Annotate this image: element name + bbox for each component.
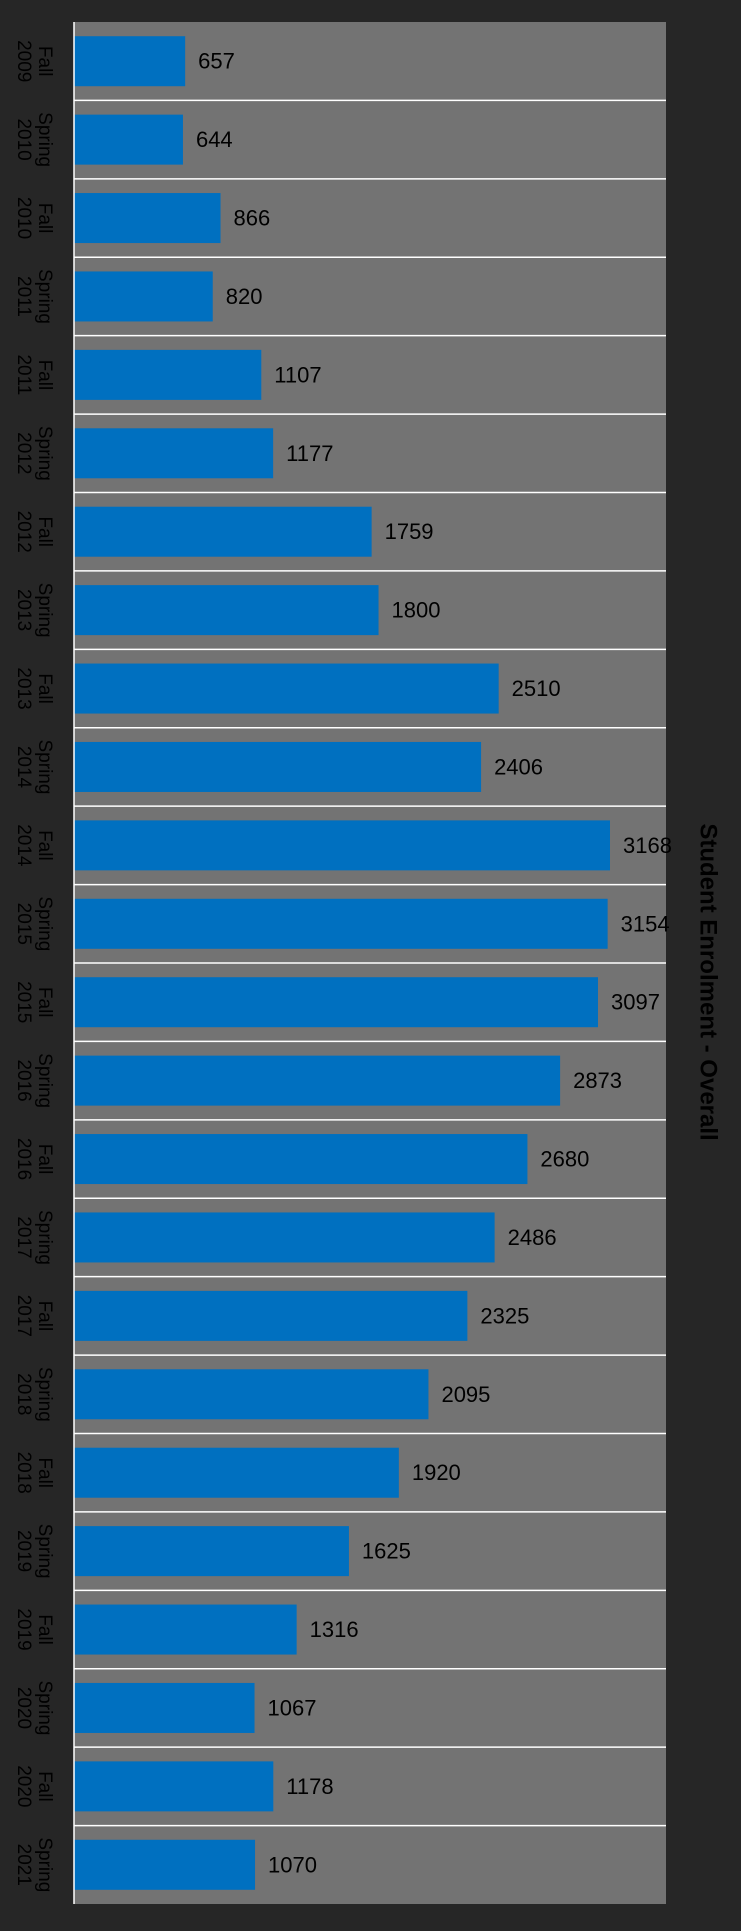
bar [74, 428, 274, 479]
data-label: 1177 [286, 441, 333, 466]
data-label: 2680 [540, 1147, 589, 1172]
bar [74, 820, 610, 871]
data-label: 2325 [480, 1303, 529, 1328]
category-label: Spring2016 [13, 1053, 55, 1108]
category-label: Spring2021 [13, 1837, 55, 1892]
category-label: Spring2019 [13, 1524, 55, 1579]
data-label: 2095 [441, 1382, 490, 1407]
bar [74, 1290, 468, 1341]
data-label: 1178 [286, 1774, 333, 1799]
data-label: 2406 [494, 754, 543, 779]
bar [74, 193, 221, 244]
bar [74, 271, 213, 322]
bar [74, 1526, 349, 1577]
bar [74, 1134, 528, 1185]
category-label: Fall2010 [13, 197, 55, 239]
category-label: Spring2010 [13, 112, 55, 167]
data-label: 866 [234, 206, 271, 231]
bar [74, 898, 608, 949]
data-label: 3168 [623, 833, 672, 858]
data-label: 820 [226, 284, 263, 309]
category-label: Spring2020 [13, 1680, 55, 1735]
bar [74, 36, 186, 87]
data-label: 3154 [621, 911, 670, 936]
bar [74, 349, 262, 400]
data-label: 657 [198, 49, 235, 74]
category-label: Fall2009 [13, 40, 55, 82]
category-label: Fall2012 [13, 511, 55, 553]
bar [74, 1604, 297, 1655]
category-label: Spring2012 [13, 426, 55, 481]
category-label: Fall2017 [13, 1295, 55, 1337]
bar [74, 114, 183, 165]
data-label: 644 [196, 127, 233, 152]
bar [74, 1212, 495, 1263]
bar [74, 1055, 561, 1106]
data-label: 1107 [274, 362, 321, 387]
data-label: 2486 [508, 1225, 557, 1250]
category-label: Fall2011 [13, 354, 55, 395]
bar [74, 741, 482, 792]
category-label: Fall2018 [13, 1452, 55, 1494]
bar [74, 1839, 256, 1890]
data-label: 1625 [362, 1539, 411, 1564]
category-label: Spring2011 [13, 269, 55, 324]
bar [74, 585, 379, 636]
bar [74, 1761, 274, 1812]
data-label: 2873 [573, 1068, 622, 1093]
data-label: 1316 [310, 1617, 359, 1642]
category-label: Fall2014 [13, 824, 55, 867]
category-label: Fall2015 [13, 981, 55, 1023]
category-label: Spring2017 [13, 1210, 55, 1265]
data-label: 1067 [268, 1695, 317, 1720]
category-label: Fall2019 [13, 1608, 55, 1650]
data-label: 1920 [412, 1460, 461, 1485]
category-label: Spring2014 [13, 739, 55, 794]
category-label: Fall2020 [13, 1765, 55, 1807]
bar [74, 1682, 255, 1733]
data-label: 1070 [268, 1852, 317, 1877]
bar [74, 977, 598, 1028]
chart-title: Student Enrolment - Overall [695, 823, 722, 1140]
bar [74, 1369, 429, 1420]
data-label: 1800 [392, 598, 441, 623]
bar [74, 1447, 399, 1498]
bar [74, 663, 499, 714]
bar [74, 506, 372, 557]
category-label: Spring2013 [13, 583, 55, 638]
category-label: Fall2016 [13, 1138, 55, 1180]
data-label: 1759 [385, 519, 434, 544]
category-label: Spring2015 [13, 896, 55, 951]
category-label: Fall2013 [13, 667, 55, 709]
category-label: Spring2018 [13, 1367, 55, 1422]
data-label: 2510 [512, 676, 561, 701]
data-label: 3097 [611, 990, 660, 1015]
